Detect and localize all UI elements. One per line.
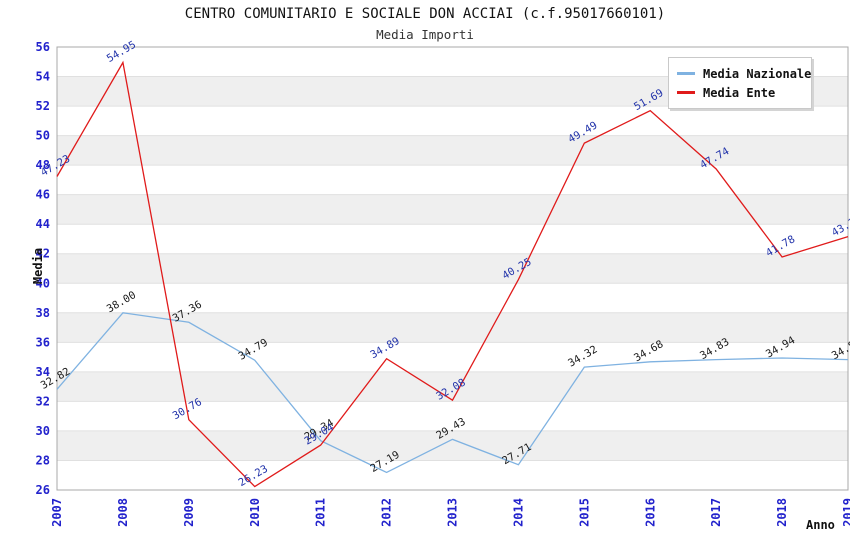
x-tick-label: 2012 [380,498,394,527]
y-tick-label: 28 [36,453,50,467]
y-tick-label: 54 [36,70,50,84]
plot-band [57,283,848,313]
plot-band [57,371,848,402]
x-tick-label: 2017 [709,498,723,527]
x-tick-label: 2011 [314,498,328,527]
x-tick-label: 2008 [116,498,130,527]
chart-title: CENTRO COMUNITARIO E SOCIALE DON ACCIAI … [184,6,666,22]
plot-band [57,135,848,166]
plot-border [56,46,849,491]
y-tick-label: 44 [36,217,50,231]
y-tick-label: 30 [36,424,50,438]
x-tick-label: 2018 [775,498,789,527]
x-tick-label: 2009 [182,498,196,527]
x-axis-title: Anno [806,518,835,532]
plot-band [57,312,848,343]
plot-band [57,194,848,225]
legend-item-media-ente: Media Ente [677,83,803,102]
y-tick-label: 46 [36,188,50,202]
plot-band [57,460,848,490]
legend-label-media-ente: Media Ente [703,85,776,100]
media-nazionale-swatch [677,72,695,75]
y-axis-title: Media [31,247,45,285]
y-tick-label: 32 [36,394,50,408]
plot-band [57,430,848,461]
x-tick-label: 2010 [248,498,262,527]
x-tick-label: 2013 [446,498,460,527]
plot-band [57,106,848,136]
y-tick-label: 40 [36,276,50,290]
plot-band [57,224,848,254]
x-tick-label: 2015 [577,498,591,527]
media-ente-line [56,60,849,488]
y-tick-label: 56 [36,40,50,54]
y-tick-label: 50 [36,129,50,143]
y-tick-label: 38 [36,306,50,320]
legend-label-media-nazionale: Media Nazionale [703,66,812,81]
x-tick-label: 2019 [841,498,850,527]
y-tick-label: 34 [36,365,50,379]
x-tick-label: 2014 [511,498,525,527]
legend-item-media-nazionale: Media Nazionale [677,64,811,83]
chart-subtitle: Media Importi [376,27,474,42]
plot-band [57,342,848,372]
legend: Media Nazionale Media Ente [668,57,812,109]
media-ente-swatch [677,91,695,94]
y-tick-label: 52 [36,99,50,113]
y-tick-label: 36 [36,335,50,349]
y-tick-label: 42 [36,247,50,261]
y-tick-label: 26 [36,483,50,497]
plot-band [57,165,848,195]
x-tick-label: 2007 [50,498,64,527]
media-nazionale-line [56,312,849,474]
plot-band [57,253,848,284]
x-tick-label: 2016 [643,498,657,527]
y-tick-label: 48 [36,158,50,172]
